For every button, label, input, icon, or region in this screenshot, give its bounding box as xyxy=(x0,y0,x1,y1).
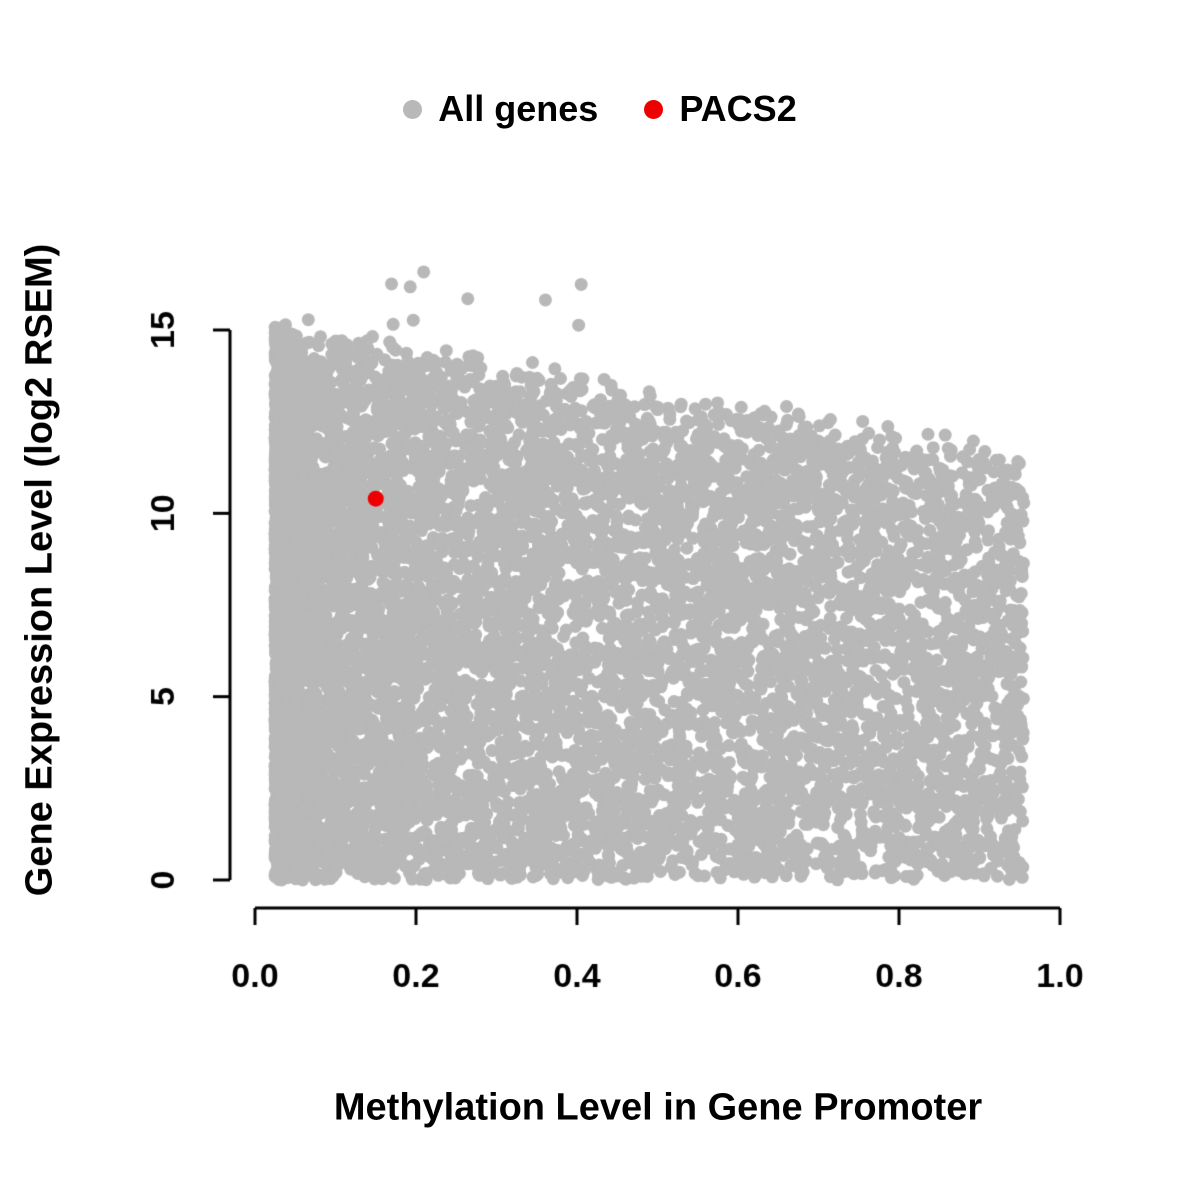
x-axis-title: Methylation Level in Gene Promoter xyxy=(333,1086,983,1129)
y-axis-title: Gene Expression Level (log2 RSEM) xyxy=(18,243,61,897)
